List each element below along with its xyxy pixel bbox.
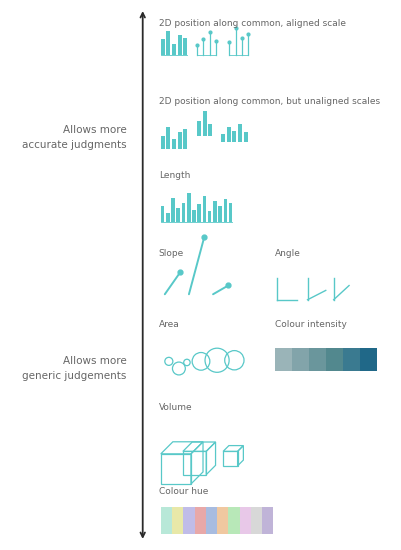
Text: Colour intensity: Colour intensity <box>275 320 346 329</box>
Text: Area: Area <box>158 320 179 329</box>
Bar <box>183 507 194 534</box>
Bar <box>208 124 212 136</box>
Text: Length: Length <box>158 172 190 180</box>
Bar <box>192 210 195 222</box>
Bar <box>275 348 292 371</box>
Bar <box>232 131 236 142</box>
Bar <box>186 193 190 222</box>
Bar <box>239 507 250 534</box>
Bar <box>261 507 273 534</box>
Bar <box>196 120 200 136</box>
Bar <box>250 507 261 534</box>
Text: Volume: Volume <box>158 403 192 411</box>
Text: Colour hue: Colour hue <box>158 487 208 496</box>
Bar <box>197 204 200 222</box>
Bar <box>177 132 181 148</box>
Bar <box>160 507 172 534</box>
Bar <box>176 208 180 222</box>
Bar <box>166 31 170 55</box>
Bar <box>292 348 308 371</box>
Bar <box>205 507 217 534</box>
Bar <box>160 39 164 55</box>
Bar <box>183 38 187 55</box>
Bar <box>183 129 187 149</box>
Bar <box>172 140 176 148</box>
Bar <box>325 348 342 371</box>
Text: 2D position along common, aligned scale: 2D position along common, aligned scale <box>158 19 345 28</box>
Bar <box>342 348 359 371</box>
Text: 2D position along common, but unaligned scales: 2D position along common, but unaligned … <box>158 97 379 106</box>
Bar <box>207 211 211 222</box>
Bar <box>172 507 183 534</box>
Text: Allows more
generic judgements: Allows more generic judgements <box>22 356 126 381</box>
Bar <box>194 507 205 534</box>
Bar <box>223 199 227 222</box>
Bar <box>172 43 176 55</box>
Bar <box>237 124 241 142</box>
Bar <box>217 507 228 534</box>
Text: Slope: Slope <box>158 249 184 257</box>
Bar <box>359 348 376 371</box>
Bar <box>228 203 232 222</box>
Text: Angle: Angle <box>275 249 300 257</box>
Bar <box>181 202 185 222</box>
Text: Allows more
accurate judgments: Allows more accurate judgments <box>22 125 126 150</box>
Bar <box>166 127 170 148</box>
Bar <box>228 507 239 534</box>
Bar <box>202 196 206 222</box>
Bar <box>171 198 174 222</box>
Bar <box>202 111 206 136</box>
Bar <box>226 128 230 142</box>
Bar <box>221 134 225 142</box>
Bar <box>308 348 325 371</box>
Bar <box>177 35 181 55</box>
Bar <box>243 132 247 142</box>
Bar <box>160 206 164 222</box>
Bar <box>218 206 221 222</box>
Bar <box>160 136 164 149</box>
Bar <box>213 201 216 222</box>
Bar <box>166 213 169 222</box>
